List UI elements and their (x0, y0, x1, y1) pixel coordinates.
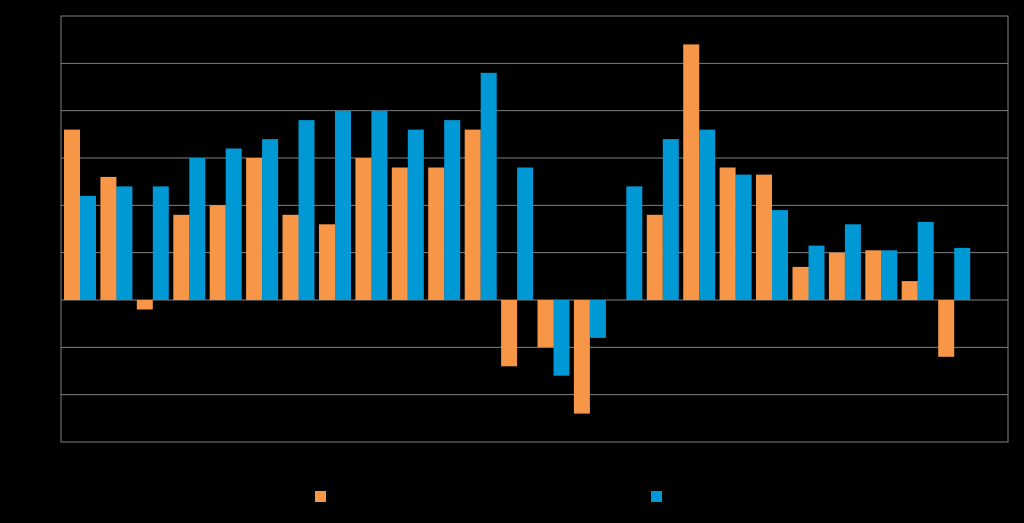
bar-series-2-item-8 (335, 110, 351, 300)
bar-series-1-item-21 (792, 266, 809, 300)
bar-series-1-item-9 (355, 158, 372, 300)
legend-item-series-1 (315, 489, 332, 503)
bar-series-1-item-19 (719, 167, 736, 300)
plot-area-border (60, 15, 1009, 443)
bar-series-1-item-3 (136, 300, 153, 310)
bar-series-2-item-24 (917, 221, 934, 300)
bar-series-2-item-11 (444, 120, 461, 300)
bar-series-1-item-8 (319, 224, 335, 300)
bar-series-1-item-6 (246, 158, 263, 300)
bar-series-1-item-10 (391, 167, 408, 300)
bar-series-2-item-14 (553, 300, 570, 376)
legend (0, 489, 1024, 503)
bar-series-2-item-25 (954, 247, 971, 300)
bar-series-1-item-17 (646, 214, 663, 300)
bar-series-2-item-6 (262, 139, 279, 300)
bar-series-1-item-20 (756, 174, 772, 300)
bar-series-1-item-11 (428, 167, 445, 300)
bar-series-2-item-4 (189, 158, 206, 300)
bar-series-2-item-13 (517, 167, 534, 300)
bar-series-2-item-19 (735, 174, 752, 300)
bar-series-2-item-12 (480, 72, 497, 300)
bar-series-2-item-18 (699, 129, 716, 300)
bar-series-2-item-21 (808, 245, 825, 300)
bar-series-1-item-22 (828, 252, 845, 300)
bar-series-2-item-9 (371, 110, 388, 300)
bar-series-2-item-23 (881, 250, 898, 300)
bar-series-2-item-2 (116, 186, 133, 300)
bar-series-2-item-3 (152, 186, 169, 300)
bar-series-2-item-7 (298, 120, 315, 300)
bar-series-2-item-15 (589, 300, 606, 338)
bar-series-1-item-13 (501, 300, 518, 367)
bar-series-1-item-1 (64, 129, 80, 300)
bar-series-1-item-18 (683, 44, 700, 301)
bar-series-2-item-20 (772, 210, 788, 300)
legend-swatch-series-1 (315, 490, 326, 502)
bar-series-2-item-17 (662, 139, 679, 300)
bar-series-1-item-24 (901, 281, 918, 300)
bar-series-group (64, 44, 971, 414)
bar-series-2-item-1 (80, 195, 96, 300)
bar-series-1-item-12 (464, 129, 481, 300)
bar-series-1-item-14 (537, 300, 554, 348)
bar-series-1-item-25 (938, 300, 955, 357)
bar-series-1-item-5 (209, 205, 226, 300)
bar-series-2-item-10 (407, 129, 424, 300)
bar-series-1-item-4 (173, 214, 190, 300)
bar-series-2-item-5 (225, 148, 242, 300)
bar-series-1-item-15 (573, 300, 590, 414)
bar-series-1-item-23 (865, 250, 882, 300)
legend-swatch-series-2 (651, 490, 662, 502)
bar-series-2-item-16 (626, 186, 643, 300)
bar-series-2-item-22 (844, 224, 861, 300)
bar-series-1-item-7 (282, 214, 299, 300)
bar-series-1-item-2 (100, 176, 117, 300)
legend-item-series-2 (651, 489, 668, 503)
